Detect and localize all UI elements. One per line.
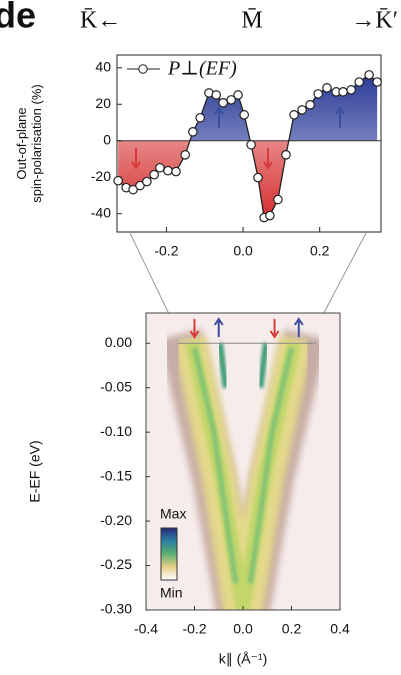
data-point [218,98,228,108]
data-point [142,176,152,187]
data-point [155,162,165,173]
data-point [281,150,291,160]
data-point [372,77,382,87]
y-tick-label: 40 [95,58,111,74]
data-point [163,165,173,176]
inner-band [216,342,229,389]
annotation: K̄← [80,8,121,34]
legend-marker [138,64,148,74]
data-point [289,110,299,120]
colorbar [160,527,178,581]
data-point [313,89,323,99]
spin-arrow [214,106,224,128]
y-label-line: Out-of-plane [14,107,29,179]
data-point [338,87,348,97]
spin-arrow [293,317,304,337]
annotation: M̄ [241,8,262,34]
spectral-map [158,329,328,610]
data-point [135,180,145,191]
y-tick-label: -0.10 [100,423,132,439]
negative-fill [118,140,378,218]
spin-arrow [269,319,280,339]
data-point [253,172,263,183]
edge-band [192,347,239,584]
data-point [128,184,138,195]
data-point [265,210,275,221]
y-tick-label: -0.25 [100,556,132,572]
data-point [180,150,191,160]
data-point [305,100,315,110]
spin-arrow [263,148,273,170]
polarisation-panel: de K̄← M̄ →K̄′ 40 20 0 -20 -40 -0.2 0.0 0.2 P⊥(EF) Ou… [0,0,398,259]
x-tick-label: -0.2 [154,243,178,259]
spin-arrow [189,319,200,339]
data-point [188,127,198,137]
data-point [211,90,222,100]
colorbar-max: Max [160,506,186,522]
x-tick-label: 0.2 [282,621,302,637]
data-point [239,110,250,120]
positive-fill [189,74,378,141]
y-axis-label: E-EF (eV) [27,440,43,502]
edge-band [247,347,294,584]
y-tick-label: 20 [95,95,111,111]
y-tick-label: -40 [91,204,111,220]
data-point [149,169,159,180]
arpes-panel: 0.00 -0.05 -0.10 -0.15 -0.20 -0.25 -0.30-0.4 -0… [27,312,350,667]
x-tick-label: -0.2 [182,621,206,637]
legend-label: P⊥(EF) [167,58,237,80]
frame [116,54,382,233]
y-tick-label: 0 [103,131,111,147]
data-point [171,166,181,177]
y-axis-label: Out-of-planespin-polarisation (%) [14,84,44,203]
y-tick-label: -20 [91,168,111,184]
y-tick-label: -0.30 [100,601,132,617]
x-tick-label: 0.0 [233,243,253,259]
y-tick-label: -0.20 [100,512,132,528]
data-point [354,77,364,87]
data-point [226,95,236,105]
data-point [113,175,123,186]
x-tick-label: -0.4 [134,621,158,637]
data-point [297,105,307,115]
spin-arrow [335,106,345,128]
data-point [233,90,243,100]
data-point [364,70,374,80]
y-tick-label: 0.00 [105,334,132,350]
data-point [273,194,283,205]
data-point [246,139,256,150]
spin-arrow [213,317,224,337]
data-point [195,112,205,123]
y-tick-label: -0.05 [100,378,132,394]
data-point [322,83,332,93]
colorbar-min: Min [160,585,183,601]
annotation: →K̄′ [351,8,398,34]
x-tick-label: 0.2 [310,243,330,259]
x-tick-label: 0.0 [233,621,253,637]
title: de [0,0,36,36]
inner-band [257,342,270,389]
y-label-line: spin-polarisation (%) [29,84,44,203]
data-point [346,85,356,95]
spin-arrow [131,148,141,170]
x-axis-label: k∥ (Å⁻¹) [219,651,268,667]
y-tick-label: -0.15 [100,467,132,483]
x-tick-label: 0.4 [330,621,350,637]
